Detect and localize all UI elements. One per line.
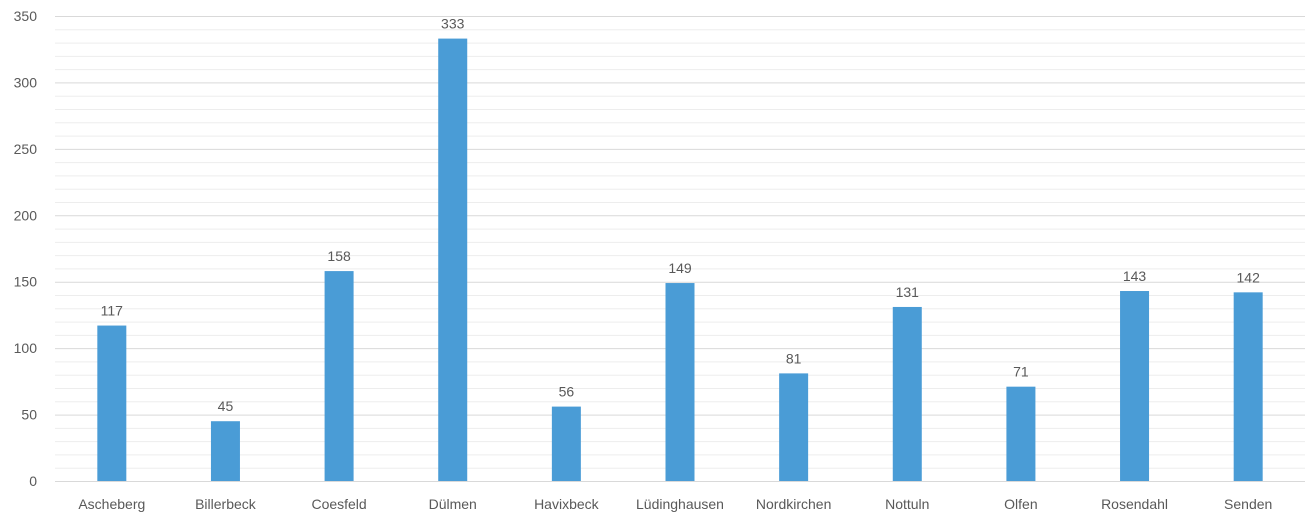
- y-axis: 0 50 100 150 200 250 300 350: [14, 8, 38, 489]
- bar-lüdinghausen: [665, 283, 695, 481]
- data-label: 131: [896, 284, 920, 300]
- bar-havixbeck: [551, 406, 581, 481]
- bar-olfen: [1006, 386, 1036, 481]
- data-label: 149: [668, 260, 692, 276]
- x-tick-label: Nottuln: [885, 496, 929, 512]
- y-tick-label: 300: [14, 74, 38, 90]
- data-label: 117: [101, 303, 124, 319]
- x-tick-label: Dülmen: [429, 496, 477, 512]
- x-tick-label: Ascheberg: [78, 496, 145, 512]
- y-tick-label: 200: [14, 207, 38, 223]
- data-label: 143: [1123, 268, 1147, 284]
- x-tick-label: Nordkirchen: [756, 496, 831, 512]
- x-tick-label: Senden: [1224, 496, 1272, 512]
- minor-gridlines: [55, 29, 1305, 469]
- y-tick-label: 0: [29, 473, 37, 489]
- y-tick-label: 350: [14, 8, 38, 24]
- bar-nordkirchen: [779, 373, 809, 481]
- x-tick-label: Havixbeck: [534, 496, 600, 512]
- bar-senden: [1233, 292, 1263, 481]
- x-tick-label: Coesfeld: [311, 496, 366, 512]
- data-label: 158: [327, 248, 351, 264]
- y-tick-label: 150: [14, 274, 38, 290]
- y-tick-label: 100: [14, 340, 38, 356]
- data-label: 45: [218, 398, 234, 414]
- bars: [97, 38, 1263, 481]
- x-axis: Ascheberg Billerbeck Coesfeld Dülmen Havixbe…: [78, 496, 1272, 512]
- bar-coesfeld: [324, 271, 354, 481]
- data-label: 142: [1237, 269, 1261, 285]
- data-label: 333: [441, 16, 465, 32]
- x-tick-label: Rosendahl: [1101, 496, 1168, 512]
- y-tick-label: 50: [21, 407, 37, 423]
- bar-rosendahl: [1120, 291, 1150, 481]
- data-labels: 117 45 158 333 56 149 81 131 71 143 142: [101, 16, 1260, 415]
- data-label: 71: [1013, 364, 1029, 380]
- bar-nottuln: [892, 306, 922, 481]
- x-tick-label: Billerbeck: [195, 496, 257, 512]
- data-label: 81: [786, 350, 802, 366]
- data-label: 56: [559, 384, 575, 400]
- bar-ascheberg: [97, 325, 127, 481]
- y-tick-label: 250: [14, 141, 38, 157]
- x-tick-label: Lüdinghausen: [636, 496, 724, 512]
- x-tick-label: Olfen: [1004, 496, 1037, 512]
- bar-billerbeck: [210, 421, 240, 481]
- bar-dülmen: [438, 38, 468, 481]
